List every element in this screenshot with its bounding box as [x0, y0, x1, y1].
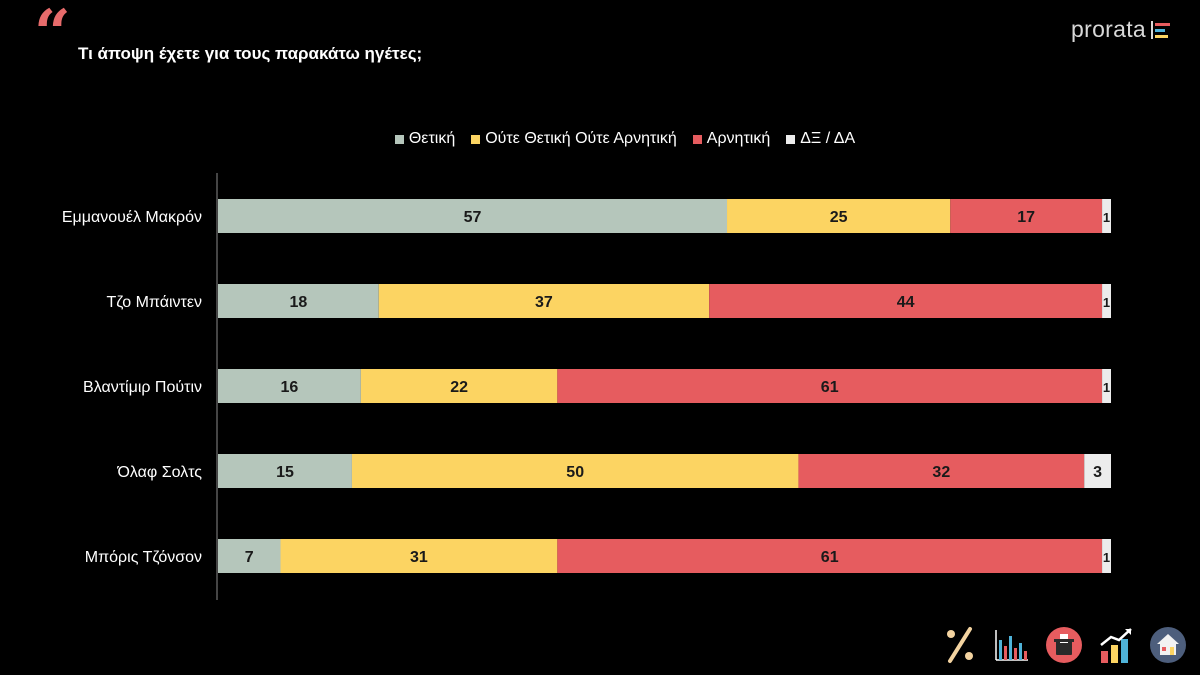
page-title: Τι άποψη έχετε για τους παρακάτω ηγέτες; [78, 44, 423, 63]
bar-segment [1102, 284, 1111, 318]
bar-segment [709, 284, 1103, 318]
legend-swatch [692, 134, 702, 144]
data-label: 61 [821, 379, 839, 396]
legend-item: Θετική [394, 130, 456, 148]
bar-segment [218, 539, 281, 573]
category-label: Εμμανουέλ Μακρόν [62, 209, 202, 226]
bar-segment [1102, 199, 1111, 233]
data-label: 1 [1103, 380, 1110, 395]
data-label: 50 [566, 464, 584, 481]
category-label: Βλαντίμιρ Πούτιν [83, 379, 202, 396]
percent-icon [940, 625, 980, 665]
legend-item: Ούτε Θετική Ούτε Αρνητική [471, 130, 677, 148]
bar-segment [218, 369, 361, 403]
chart-legend: Θετική Ούτε Θετική Ούτε Αρνητική Αρνητική Δ… [0, 130, 1200, 148]
data-label: 44 [897, 294, 915, 311]
data-label: 18 [289, 294, 307, 311]
bar-segment [727, 199, 951, 233]
bar-segment [950, 199, 1103, 233]
legend-swatch [394, 134, 404, 144]
bar-segment [218, 454, 352, 488]
bar-segment [1084, 454, 1111, 488]
category-label: Τζο Μπάιντεν [107, 294, 203, 311]
data-label: 31 [410, 549, 428, 566]
category-label: Όλαφ Σολτς [116, 464, 202, 481]
bar-segment [218, 199, 728, 233]
quote-mark-icon: “ [34, 0, 71, 71]
legend-swatch [471, 134, 481, 144]
legend-label: Αρνητική [706, 130, 771, 147]
data-label: 7 [245, 549, 254, 566]
bar-segment [351, 454, 799, 488]
bar-chart-icon [992, 625, 1032, 665]
bar-segment [798, 454, 1085, 488]
brand-bars-icon [1151, 20, 1170, 39]
brand-logo: prorata [1071, 16, 1172, 43]
category-label: Μπόρις Τζόνσον [85, 549, 202, 566]
data-label: 17 [1017, 209, 1035, 226]
bar-segment [1102, 539, 1111, 573]
brand-name: prorata [1071, 16, 1146, 42]
data-label: 1 [1103, 210, 1110, 225]
legend-label: Θετική [408, 130, 456, 147]
data-label: 22 [450, 379, 468, 396]
footer-icons [940, 625, 1188, 665]
data-label: 16 [281, 379, 299, 396]
bar-segment [1102, 369, 1111, 403]
data-label: 32 [932, 464, 950, 481]
ballot-box-icon [1044, 625, 1084, 665]
data-label: 57 [464, 209, 482, 226]
data-label: 15 [276, 464, 294, 481]
legend-label: ΔΞ / ΔΑ [800, 130, 856, 147]
bar-segment [557, 539, 1103, 573]
legend-swatch [786, 134, 796, 144]
growth-chart-icon [1096, 625, 1136, 665]
data-label: 61 [821, 549, 839, 566]
legend-label: Ούτε Θετική Ούτε Αρνητική [485, 130, 677, 147]
legend-item: ΔΞ / ΔΑ [786, 130, 855, 148]
data-label: 1 [1103, 295, 1110, 310]
bar-segment [280, 539, 558, 573]
house-icon [1148, 625, 1188, 665]
bar-segment [360, 369, 558, 403]
data-label: 37 [535, 294, 553, 311]
bar-segment [557, 369, 1103, 403]
bar-segment [218, 284, 379, 318]
bar-segment [378, 284, 710, 318]
data-label: 25 [830, 209, 848, 226]
legend-item: Αρνητική [692, 130, 771, 148]
data-label: 3 [1093, 464, 1102, 481]
data-label: 1 [1103, 550, 1110, 565]
